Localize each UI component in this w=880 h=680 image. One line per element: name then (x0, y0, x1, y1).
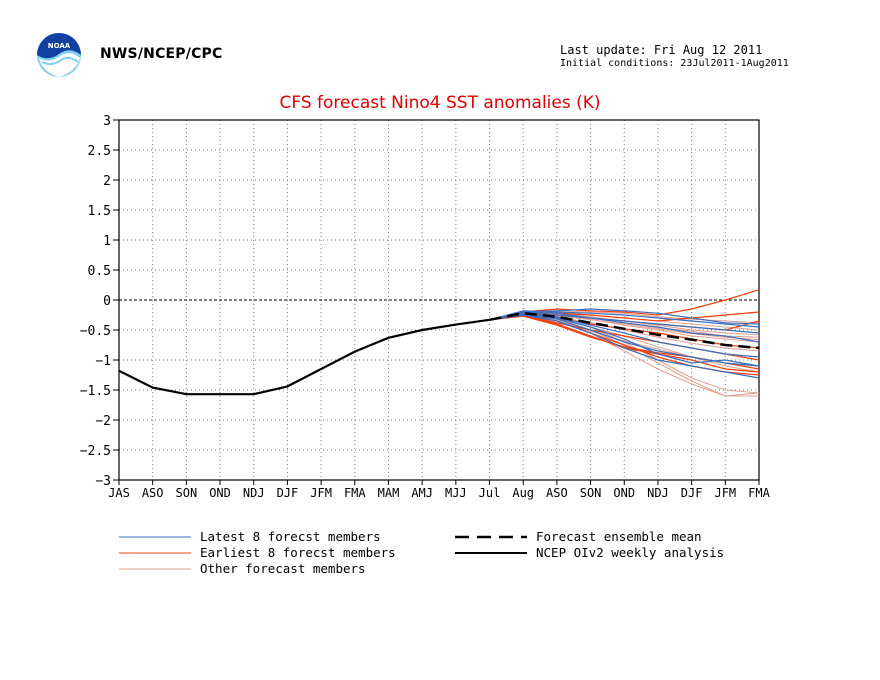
analysis-line (118, 318, 490, 396)
y-tick-label: −2 (95, 414, 111, 429)
x-tick-label: SON (580, 486, 602, 500)
x-tick-label: SON (176, 486, 198, 500)
x-tick-label: JAS (108, 486, 130, 500)
earliest-member-line (489, 313, 760, 349)
legend-label-earliest: Earliest 8 forecst members (200, 545, 396, 560)
legend-label-other: Other forecast members (200, 561, 366, 576)
x-tick-label: OND (209, 486, 231, 500)
x-tick-label: Jul (479, 486, 501, 500)
y-tick-label: 2.5 (88, 144, 111, 159)
legend: Latest 8 forecst members Forecast ensembl… (119, 529, 724, 576)
agency-label: NWS/NCEP/CPC (100, 46, 223, 62)
legend-label-mean: Forecast ensemble mean (536, 529, 702, 544)
initial-conditions-label: Initial conditions: 23Jul2011-1Aug2011 (560, 58, 789, 69)
x-tick-label: FMA (748, 486, 770, 500)
latest-member-line (489, 313, 760, 367)
latest-member-line (489, 314, 760, 379)
other-member-line (489, 314, 759, 397)
x-tick-label: JFM (310, 486, 332, 500)
last-update-label: Last update: Fri Aug 12 2011 (560, 43, 763, 57)
y-tick-label: −0.5 (80, 324, 111, 339)
y-tick-label: 1.5 (88, 204, 111, 219)
chart-title: CFS forecast Nino4 SST anomalies (K) (279, 93, 600, 113)
x-tick-label: Aug (512, 486, 534, 500)
legend-label-latest: Latest 8 forecst members (200, 529, 381, 544)
y-tick-label: 2 (103, 174, 111, 189)
chart-grid (119, 120, 759, 480)
x-tick-label: ASO (546, 486, 568, 500)
y-tick-label: −2.5 (80, 444, 111, 459)
x-tick-label: AMJ (411, 486, 433, 500)
y-tick-label: −1.5 (80, 384, 111, 399)
latest-member-line (489, 308, 760, 325)
x-tick-label: ASO (142, 486, 164, 500)
x-tick-label: MAM (378, 486, 400, 500)
x-tick-label: DJF (277, 486, 299, 500)
latest-member-line (489, 311, 760, 334)
x-tick-label: DJF (681, 486, 703, 500)
ensemble-mean-line (489, 311, 760, 350)
y-tick-label: −3 (95, 474, 111, 489)
x-tick-label: OND (613, 486, 635, 500)
x-tick-label: FMA (344, 486, 366, 500)
legend-label-analysis: NCEP OIv2 weekly analysis (536, 545, 724, 560)
logo-text: NOAA (48, 42, 71, 50)
noaa-logo-icon: NOAA (37, 33, 81, 77)
y-tick-label: 0.5 (88, 264, 111, 279)
y-tick-label: 3 (103, 114, 111, 129)
y-tick-label: 1 (103, 234, 111, 249)
x-tick-label: MJJ (445, 486, 467, 500)
x-tick-label: NDJ (243, 486, 265, 500)
x-tick-label: JFM (714, 486, 736, 500)
y-tick-label: −1 (95, 354, 111, 369)
y-tick-label: 0 (103, 294, 111, 309)
x-tick-label: NDJ (647, 486, 669, 500)
main-lines (118, 311, 760, 396)
